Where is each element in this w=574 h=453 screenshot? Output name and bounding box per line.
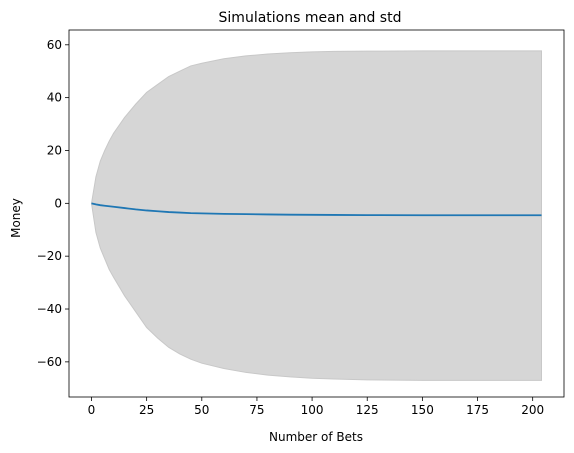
y-tick-label: 0 [54,196,62,210]
x-tick-label: 175 [466,403,489,417]
x-tick-label: 200 [521,403,544,417]
plot-area [90,50,542,381]
x-tick-label: 125 [356,403,379,417]
x-axis-label: Number of Bets [269,430,363,444]
y-tick-label: −60 [37,355,62,369]
x-tick-label: 100 [301,403,324,417]
y-tick-label: −40 [37,302,62,316]
axes: 0 25 50 75 100 125 150 175 200 −60 −40 −20 0 20 40 60 [37,29,565,417]
axes-frame [68,29,565,398]
y-tick-label: 40 [47,91,62,105]
x-tick-label: 75 [249,403,264,417]
y-tick-label: 60 [47,38,62,52]
y-tick-label: −20 [37,249,62,263]
x-tick-label: 0 [88,403,96,417]
x-tick-label: 150 [411,403,434,417]
y-axis-label: Money [9,198,23,238]
y-tick-label: 20 [47,143,62,157]
mean-line [91,202,542,217]
x-tick-label: 50 [194,403,209,417]
x-tick-label: 25 [139,403,154,417]
chart-title: Simulations mean and std [219,10,402,26]
